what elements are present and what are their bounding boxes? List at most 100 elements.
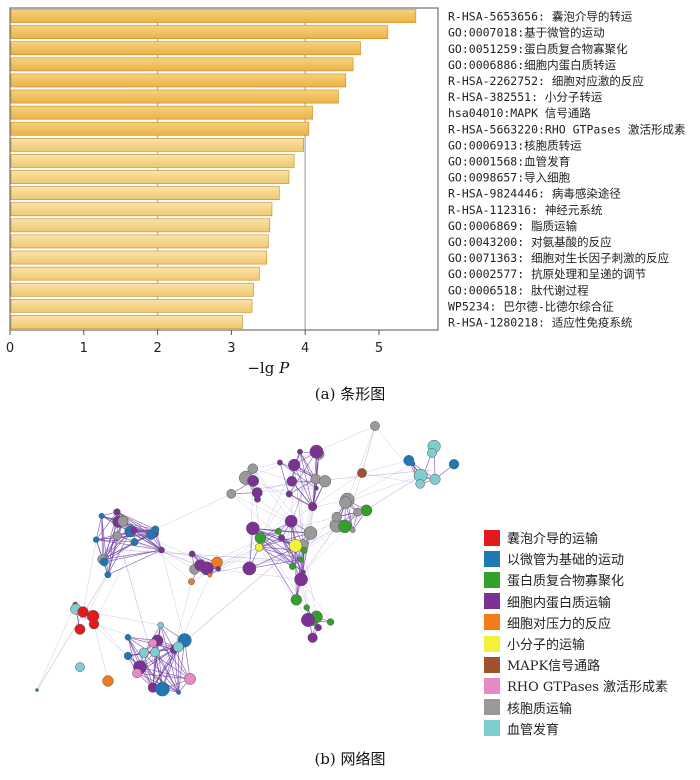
network-node xyxy=(124,634,132,641)
network-node xyxy=(176,689,182,695)
network-node xyxy=(172,641,184,653)
bar-15 xyxy=(10,250,268,265)
network-node xyxy=(155,681,170,697)
network-node xyxy=(415,479,425,489)
network-node xyxy=(350,527,356,533)
network-node xyxy=(318,475,332,488)
network-node xyxy=(148,638,158,648)
network-node xyxy=(274,527,282,535)
legend-swatch-4 xyxy=(484,614,500,631)
network-node xyxy=(284,514,298,528)
legend-label-6: MAPK信号通路 xyxy=(507,659,601,675)
category-label-13: GO:0006869: 脂质运输 xyxy=(448,219,578,233)
legend-label-5: 小分子的运输 xyxy=(507,638,586,654)
network-node xyxy=(289,563,296,570)
category-label-9: GO:0001568:血管发育 xyxy=(448,154,570,168)
network-node xyxy=(130,526,138,535)
category-label-14: GO:0043200: 对氨基酸的反应 xyxy=(448,235,612,249)
network-graph xyxy=(35,421,460,697)
network-node xyxy=(294,572,308,587)
bar-6 xyxy=(10,105,313,120)
network-node xyxy=(285,490,293,498)
category-label-6: hsa04010:MAPK 信号通路 xyxy=(448,106,591,120)
x-tick-label-2: 2 xyxy=(153,341,161,356)
network-node xyxy=(77,606,89,618)
legend-item-9: 血管发育 xyxy=(484,718,668,739)
network-node xyxy=(102,675,114,687)
network-node xyxy=(308,502,318,512)
x-tick-label-5: 5 xyxy=(375,341,383,356)
network-node xyxy=(288,458,301,472)
legend-label-4: 细胞对压力的反应 xyxy=(507,616,612,632)
category-label-12: R-HSA-112316: 神经元系统 xyxy=(448,203,603,217)
category-label-17: GO:0006518: 肽代谢过程 xyxy=(448,283,589,297)
network-node xyxy=(151,525,160,534)
network-node xyxy=(112,531,122,541)
category-label-11: R-HSA-9824446: 病毒感染途径 xyxy=(448,187,621,201)
network-node xyxy=(75,662,85,672)
legend-label-2: 蛋白质复合物寡聚化 xyxy=(507,574,625,590)
legend-swatch-9 xyxy=(484,720,500,737)
bar-12 xyxy=(10,202,273,217)
category-label-5: R-HSA-382551: 小分子转运 xyxy=(448,90,603,104)
x-tick-label-4: 4 xyxy=(301,341,309,356)
legend-item-1: 以微管为基础的运动 xyxy=(484,548,668,569)
network-node xyxy=(194,559,206,572)
legend-item-3: 细胞内蛋白质运输 xyxy=(484,591,668,612)
bar-14 xyxy=(10,234,269,249)
bar-3 xyxy=(10,57,354,72)
x-tick-label-3: 3 xyxy=(227,341,235,356)
x-axis-title: −lg P xyxy=(247,359,290,377)
network-node xyxy=(158,546,165,554)
network-node xyxy=(123,651,133,661)
category-label-15: GO:0071363: 细胞对生长因子刺激的反应 xyxy=(448,251,669,265)
network-node xyxy=(117,515,129,527)
legend-swatch-6 xyxy=(484,656,500,673)
x-axis-title-prefix: −lg xyxy=(247,359,279,377)
category-label-2: GO:0051259:蛋白质复合物寡聚化 xyxy=(448,42,628,56)
legend-swatch-7 xyxy=(484,677,500,694)
category-label-4: R-HSA-2262752: 细胞对应激的反应 xyxy=(448,74,644,88)
legend-label-7: RHO GTPases 激活形成素 xyxy=(507,680,669,696)
network-node xyxy=(188,550,196,558)
network-node xyxy=(226,489,237,499)
bar-16 xyxy=(10,266,260,281)
network-node xyxy=(309,444,324,459)
category-label-10: GO:0098657:导入细胞 xyxy=(448,171,571,185)
bar-11 xyxy=(10,186,280,201)
network-node xyxy=(301,612,316,627)
network-node xyxy=(290,594,302,606)
legend-swatch-3 xyxy=(484,593,500,610)
legend-item-4: 细胞对压力的反应 xyxy=(484,612,668,633)
legend-label-3: 细胞内蛋白质运输 xyxy=(507,595,612,611)
legend-item-7: RHO GTPases 激活形成素 xyxy=(484,675,668,696)
network-node xyxy=(448,459,460,470)
network-node xyxy=(246,521,260,536)
bar-17 xyxy=(10,282,254,297)
legend-item-5: 小分子的运输 xyxy=(484,633,668,654)
legend-swatch-8 xyxy=(484,699,500,716)
network-node xyxy=(307,632,318,643)
network-node xyxy=(104,571,112,579)
category-label-18: WP5234: 巴尔德-比德尔综合征 xyxy=(448,299,614,313)
category-label-19: R-HSA-1280218: 适应性免疫系统 xyxy=(448,315,633,329)
network-chart-caption: (b) 网络图 xyxy=(314,750,386,768)
network-node xyxy=(339,496,352,509)
bar-18 xyxy=(10,298,253,313)
bar-2 xyxy=(10,41,361,56)
network-node xyxy=(251,487,263,498)
network-node xyxy=(297,556,304,563)
legend-label-0: 囊泡介导的运输 xyxy=(507,532,599,548)
legend-swatch-1 xyxy=(484,550,500,567)
network-node xyxy=(98,512,105,520)
legend-swatch-2 xyxy=(484,571,500,588)
network-node xyxy=(326,618,335,626)
legend-swatch-0 xyxy=(484,529,500,546)
network-node xyxy=(35,688,39,692)
category-label-3: GO:0006886:细胞内蛋白质转运 xyxy=(448,58,617,72)
network-node xyxy=(130,537,139,546)
network-node xyxy=(278,534,286,542)
network-node xyxy=(427,448,437,458)
network-node xyxy=(353,507,363,517)
network-node xyxy=(314,624,322,632)
